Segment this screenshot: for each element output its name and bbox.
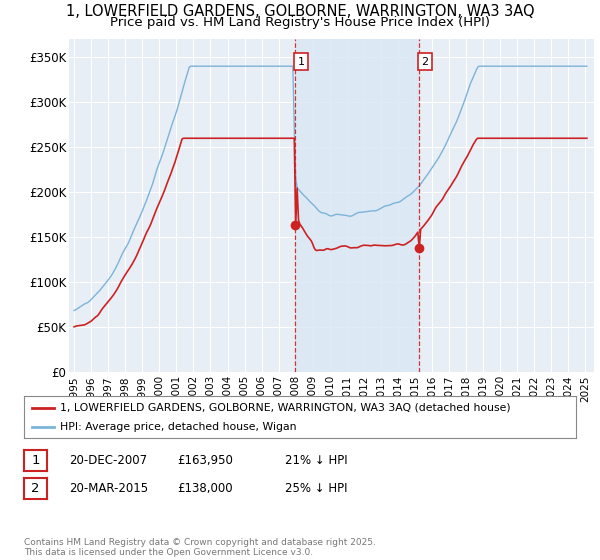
Text: £138,000: £138,000: [177, 482, 233, 495]
Text: 1, LOWERFIELD GARDENS, GOLBORNE, WARRINGTON, WA3 3AQ (detached house): 1, LOWERFIELD GARDENS, GOLBORNE, WARRING…: [60, 403, 511, 413]
Bar: [295, 39, 419, 372]
Text: 1: 1: [31, 454, 40, 467]
Text: 25% ↓ HPI: 25% ↓ HPI: [285, 482, 347, 495]
Text: 20-DEC-2007: 20-DEC-2007: [69, 454, 147, 467]
Text: £163,950: £163,950: [177, 454, 233, 467]
Text: Price paid vs. HM Land Registry's House Price Index (HPI): Price paid vs. HM Land Registry's House …: [110, 16, 490, 29]
Text: 2: 2: [421, 57, 428, 67]
Text: 1: 1: [298, 57, 305, 67]
Text: 21% ↓ HPI: 21% ↓ HPI: [285, 454, 347, 467]
Text: Contains HM Land Registry data © Crown copyright and database right 2025.
This d: Contains HM Land Registry data © Crown c…: [24, 538, 376, 557]
Text: HPI: Average price, detached house, Wigan: HPI: Average price, detached house, Wiga…: [60, 422, 296, 432]
Text: 1, LOWERFIELD GARDENS, GOLBORNE, WARRINGTON, WA3 3AQ: 1, LOWERFIELD GARDENS, GOLBORNE, WARRING…: [65, 4, 535, 19]
Text: 20-MAR-2015: 20-MAR-2015: [69, 482, 148, 495]
Text: 2: 2: [31, 482, 40, 495]
